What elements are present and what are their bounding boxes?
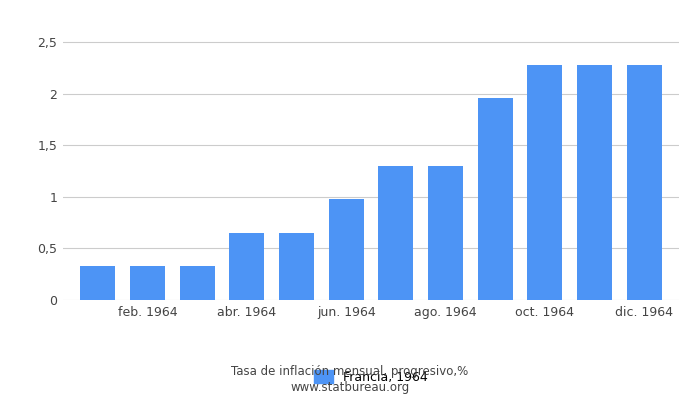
Bar	[528, 65, 562, 300]
Bar	[428, 166, 463, 300]
Text: Tasa de inflación mensual, progresivo,%: Tasa de inflación mensual, progresivo,%	[232, 365, 468, 378]
Bar	[279, 233, 314, 300]
Bar	[478, 98, 512, 300]
Text: www.statbureau.org: www.statbureau.org	[290, 381, 410, 394]
Bar	[130, 266, 164, 300]
Bar	[180, 266, 214, 300]
Bar	[379, 166, 413, 300]
Bar	[329, 199, 363, 300]
Bar	[80, 266, 116, 300]
Bar	[230, 233, 264, 300]
Bar	[626, 65, 662, 300]
Bar	[578, 65, 612, 300]
Legend: Francia, 1964: Francia, 1964	[309, 365, 433, 389]
